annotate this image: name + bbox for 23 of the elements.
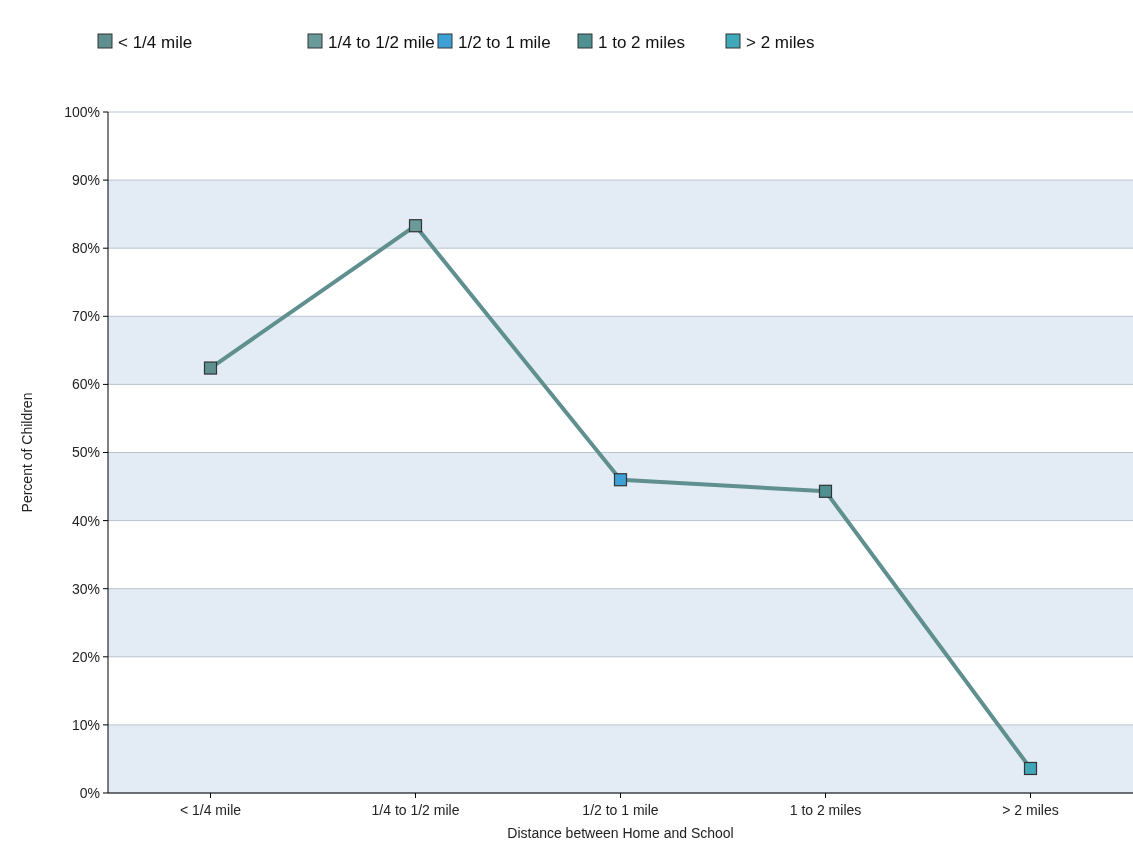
y-tick-label: 0% xyxy=(79,784,100,801)
x-tick-label: 1 to 2 miles xyxy=(789,802,862,818)
x-tick-label: < 1/4 mile xyxy=(179,802,242,818)
y-tick-label: 70% xyxy=(71,308,100,325)
y-tick-label: 20% xyxy=(71,648,100,665)
y-tick-label: 50% xyxy=(71,444,100,461)
y-tick-label: 90% xyxy=(71,172,100,188)
category-label: < 1/4 mile xyxy=(118,32,193,52)
y-tick-label: 100% xyxy=(64,103,100,120)
x-axis-title: Distance between Home and School xyxy=(507,825,734,841)
y-tick-label: 10% xyxy=(71,716,100,733)
category-label: 1/2 to 1 mile xyxy=(458,32,551,52)
y-axis-title: Percent of Children xyxy=(19,392,35,513)
y-tick-label: 30% xyxy=(71,580,100,597)
x-tick-label: 1/2 to 1 mile xyxy=(582,802,659,818)
y-tick-label: 60% xyxy=(71,376,100,393)
x-tick-label: 1/4 to 1/2 mile xyxy=(371,802,460,818)
y-tick-label: 80% xyxy=(71,240,100,257)
category-label: 1 to 2 miles xyxy=(598,32,685,52)
category-label: 1/4 to 1/2 mile xyxy=(328,32,435,52)
y-tick-label: 40% xyxy=(71,512,100,529)
category-label: > 2 miles xyxy=(746,32,815,52)
x-tick-label: > 2 miles xyxy=(1002,802,1059,818)
